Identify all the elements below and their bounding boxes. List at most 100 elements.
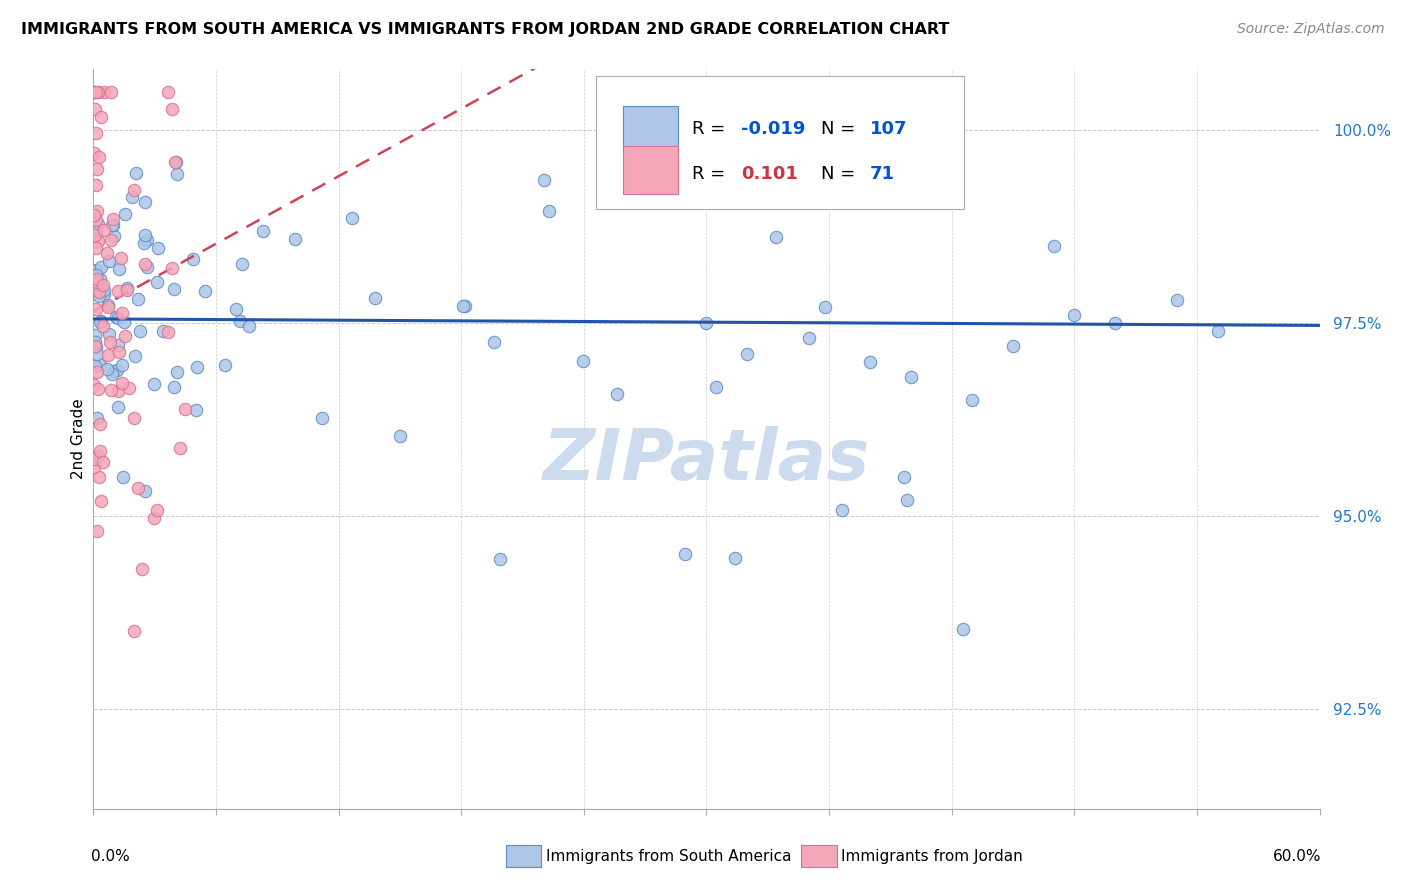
Point <box>342 211 364 226</box>
Point <box>117 281 139 295</box>
Text: 0.101: 0.101 <box>741 165 797 183</box>
Point <box>83 451 105 466</box>
Point <box>101 218 124 232</box>
Point <box>107 310 129 325</box>
Point <box>84 126 107 140</box>
FancyBboxPatch shape <box>623 105 678 153</box>
Point <box>103 211 125 226</box>
Point <box>896 492 918 507</box>
Point <box>214 359 236 373</box>
Point <box>107 338 129 352</box>
Point <box>107 344 129 359</box>
Point <box>181 252 204 267</box>
Point <box>724 550 747 565</box>
Point <box>114 329 136 343</box>
Point <box>134 257 156 271</box>
Point <box>107 400 129 414</box>
Point <box>157 325 180 339</box>
Point <box>97 348 120 362</box>
Y-axis label: 2nd Grade: 2nd Grade <box>72 399 86 479</box>
Point <box>83 227 105 242</box>
Point <box>87 470 110 484</box>
Point <box>114 207 136 221</box>
Point <box>118 381 141 395</box>
Point <box>453 299 475 313</box>
Point <box>84 301 107 316</box>
Point <box>134 228 156 243</box>
Point <box>186 402 208 417</box>
Text: Immigrants from Jordan: Immigrants from Jordan <box>841 849 1022 863</box>
Point <box>100 383 122 397</box>
Point <box>157 85 180 99</box>
Point <box>84 225 107 239</box>
Point <box>91 277 114 292</box>
Point <box>831 503 853 517</box>
Point <box>87 382 110 396</box>
Point <box>131 562 153 576</box>
Point <box>231 256 253 270</box>
Point <box>105 363 128 377</box>
Point <box>797 331 820 345</box>
Point <box>83 378 105 392</box>
Point <box>83 85 105 99</box>
Point <box>166 365 188 379</box>
Point <box>737 347 759 361</box>
Point <box>572 354 595 368</box>
Point <box>146 502 169 516</box>
Point <box>893 470 915 484</box>
Point <box>124 349 146 363</box>
Point <box>103 228 125 243</box>
Point <box>90 260 112 275</box>
Point <box>107 261 129 276</box>
Point <box>101 218 124 232</box>
Point <box>900 370 922 384</box>
FancyBboxPatch shape <box>596 76 965 210</box>
Point <box>84 328 107 343</box>
Text: Immigrants from South America: Immigrants from South America <box>546 849 792 863</box>
Point <box>1206 324 1229 338</box>
Point <box>84 341 107 355</box>
FancyBboxPatch shape <box>623 146 678 194</box>
Point <box>134 483 156 498</box>
Point <box>98 254 121 268</box>
Point <box>83 85 105 99</box>
Point <box>93 223 115 237</box>
Point <box>86 524 108 538</box>
Point <box>538 204 561 219</box>
Point <box>87 85 110 99</box>
Point <box>98 334 121 349</box>
Point <box>84 268 107 282</box>
Text: IMMIGRANTS FROM SOUTH AMERICA VS IMMIGRANTS FROM JORDAN 2ND GRADE CORRELATION CH: IMMIGRANTS FROM SOUTH AMERICA VS IMMIGRA… <box>21 22 949 37</box>
Point <box>89 150 111 164</box>
Text: N =: N = <box>821 165 860 183</box>
Point <box>89 444 111 458</box>
Point <box>83 208 105 222</box>
Point <box>103 364 125 378</box>
Point <box>673 547 696 561</box>
Point <box>1043 239 1066 253</box>
Point <box>489 552 512 566</box>
Point <box>110 359 132 373</box>
Text: 0.0%: 0.0% <box>91 849 131 863</box>
Point <box>1166 293 1188 307</box>
Point <box>89 358 111 372</box>
Point <box>96 245 118 260</box>
Point <box>952 622 974 636</box>
Point <box>165 154 187 169</box>
Point <box>87 285 110 300</box>
Point <box>122 183 145 197</box>
Point <box>89 417 111 431</box>
Point <box>87 234 110 248</box>
Point <box>136 260 159 274</box>
Point <box>83 146 105 161</box>
Point <box>86 272 108 286</box>
Point <box>163 282 186 296</box>
Point <box>160 260 183 275</box>
Point <box>90 494 112 508</box>
Point <box>100 85 122 99</box>
Point <box>225 301 247 316</box>
Point <box>84 178 107 192</box>
Point <box>606 387 628 401</box>
Text: R =: R = <box>692 165 731 183</box>
Point <box>97 300 120 314</box>
